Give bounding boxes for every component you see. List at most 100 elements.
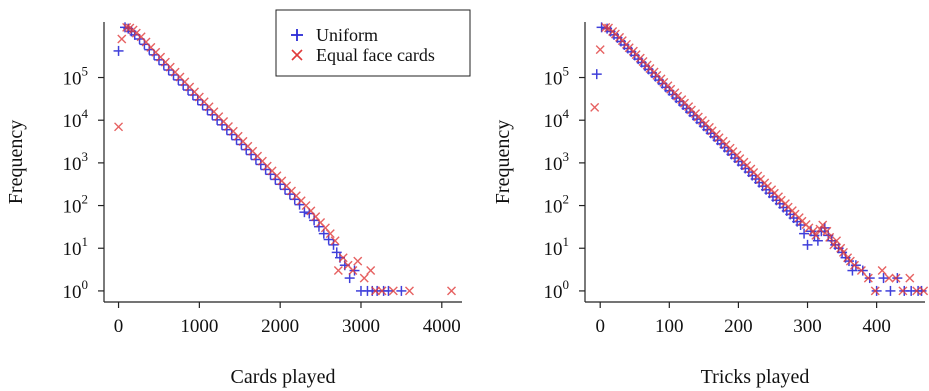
- y-tick-label: 104: [63, 106, 89, 132]
- data-point: [856, 266, 866, 276]
- data-point: [113, 45, 124, 56]
- data-point: [838, 247, 848, 257]
- data-point: [912, 286, 922, 296]
- legend: Uniform Equal face cards: [275, 9, 471, 77]
- x-tick-label: 200: [724, 316, 753, 337]
- data-point: [799, 228, 810, 239]
- data-point: [284, 189, 295, 200]
- data-point: [601, 22, 611, 32]
- data-point: [885, 285, 896, 296]
- data-point: [864, 273, 875, 284]
- y-tick-label: 102: [63, 192, 89, 218]
- data-point: [349, 265, 360, 276]
- data-point: [850, 260, 861, 271]
- data-point: [294, 199, 305, 210]
- y-tick-label: 105: [63, 64, 89, 90]
- data-point: [299, 207, 310, 218]
- data-point: [325, 229, 335, 239]
- data-point: [187, 89, 198, 100]
- data-point: [117, 34, 127, 44]
- data-point: [131, 28, 141, 38]
- data-point: [811, 230, 821, 240]
- data-point: [371, 286, 381, 296]
- data-point: [333, 266, 343, 276]
- data-point: [870, 286, 880, 296]
- y-axis-title: Frequency: [492, 120, 514, 204]
- x-tick-label: 0: [114, 316, 124, 337]
- data-point: [178, 79, 189, 90]
- data-point: [353, 256, 363, 266]
- data-point: [595, 45, 605, 55]
- data-point: [289, 194, 300, 205]
- data-point: [892, 273, 903, 284]
- data-point: [202, 104, 213, 115]
- x-tick-label: 1000: [180, 316, 218, 337]
- data-point: [863, 273, 873, 283]
- series-equal-face-cards: [590, 22, 929, 296]
- data-point: [878, 273, 889, 284]
- data-point: [275, 179, 286, 190]
- data-point: [366, 266, 376, 276]
- data-point: [404, 286, 414, 296]
- data-point: [280, 184, 291, 195]
- x-tick-label: 4000: [423, 316, 461, 337]
- legend-label-equal-face-cards: Equal face cards: [316, 45, 435, 65]
- data-point: [338, 253, 348, 263]
- y-axis-title: Frequency: [5, 120, 27, 204]
- data-point: [255, 159, 266, 170]
- data-point: [383, 285, 394, 296]
- data-point: [857, 265, 868, 276]
- data-point: [226, 129, 237, 140]
- x-axis-title: Cards played: [231, 366, 336, 388]
- x-tick-label: 2000: [261, 316, 299, 337]
- data-point: [173, 74, 184, 85]
- data-point: [216, 119, 227, 130]
- data-point: [891, 273, 901, 283]
- data-point: [207, 109, 218, 120]
- y-tick-label: 101: [63, 234, 89, 260]
- y-tick-label: 104: [544, 106, 570, 132]
- data-point: [359, 273, 369, 283]
- data-point: [836, 243, 846, 253]
- data-point: [591, 69, 602, 80]
- series-uniform: [113, 22, 407, 296]
- data-point: [348, 266, 358, 276]
- data-point: [241, 144, 252, 155]
- data-point: [331, 247, 342, 258]
- data-point: [246, 149, 257, 160]
- legend-label-uniform: Uniform: [316, 25, 378, 45]
- legend-marker-uniform: [291, 29, 303, 41]
- x-tick-label: 300: [793, 316, 822, 337]
- data-point: [815, 224, 825, 234]
- legend-marker-equal-face-cards: [291, 49, 303, 61]
- data-point: [808, 226, 818, 236]
- data-point: [168, 69, 179, 80]
- data-point: [829, 240, 839, 250]
- data-point: [231, 134, 242, 145]
- y-tick-label: 101: [544, 234, 570, 260]
- x-tick-label: 400: [862, 316, 891, 337]
- data-point: [270, 174, 281, 185]
- y-tick-label: 105: [544, 64, 570, 90]
- data-point: [916, 285, 927, 296]
- data-point: [163, 65, 174, 76]
- data-point: [183, 85, 194, 96]
- data-point: [818, 220, 828, 230]
- x-tick-label: 0: [595, 316, 605, 337]
- data-point: [330, 236, 340, 246]
- y-tick-label: 103: [544, 149, 570, 175]
- x-tick-label: 3000: [342, 316, 380, 337]
- data-point: [822, 226, 832, 236]
- data-point: [919, 286, 929, 296]
- y-tick-label: 103: [63, 149, 89, 175]
- data-point: [122, 22, 132, 32]
- data-point: [311, 212, 321, 222]
- data-point: [221, 124, 232, 135]
- data-point: [212, 114, 223, 125]
- data-point: [396, 285, 407, 296]
- chart-tricks-played: 0 100 200 300 400 100 101 102 103 104 105 Tricks pl…: [492, 22, 929, 388]
- data-point: [871, 285, 882, 296]
- data-point: [192, 94, 203, 105]
- data-point: [236, 139, 247, 150]
